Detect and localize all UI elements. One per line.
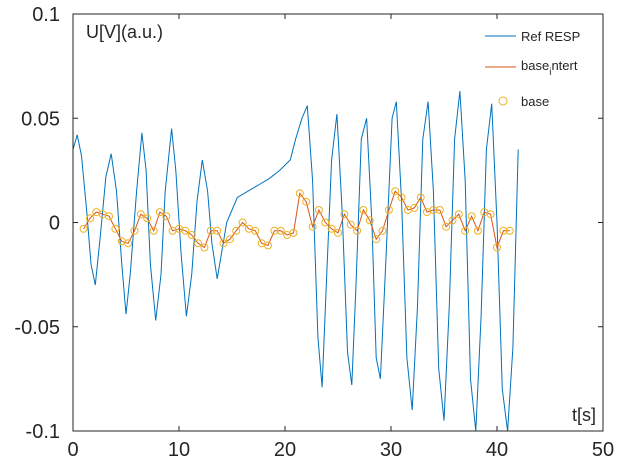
data-point-base — [270, 226, 279, 235]
legend-label-base-intert-rest: ntert — [551, 58, 577, 73]
data-point-base — [79, 224, 88, 233]
data-point-base — [200, 243, 209, 252]
data-point-base — [302, 197, 311, 206]
data-point-base — [155, 208, 164, 217]
data-point-base — [86, 214, 94, 223]
ticks-layer — [72, 13, 604, 432]
data-point-base — [499, 226, 508, 235]
data-point-base — [346, 220, 355, 229]
data-point-base — [353, 226, 362, 235]
data-point-base — [111, 224, 120, 233]
data-point-base — [289, 228, 298, 237]
legend-label-base-intert: baseintert — [521, 58, 578, 78]
data-point-base — [359, 206, 368, 214]
data-point-base — [130, 226, 139, 235]
series-line-ref-resp — [72, 91, 519, 432]
y-tick-label: 0.05 — [21, 108, 60, 130]
y-tick-label: -0.05 — [14, 317, 60, 339]
x-tick-label: 50 — [592, 439, 614, 461]
data-point-base — [264, 241, 272, 250]
data-point-base — [219, 239, 228, 248]
series-layer — [72, 91, 519, 432]
data-point-base — [448, 216, 457, 225]
data-point-base — [416, 193, 425, 202]
y-tick-label: 0 — [49, 213, 60, 235]
legend-label-base: base — [521, 94, 549, 109]
data-point-base — [308, 222, 317, 231]
data-point-base — [397, 193, 406, 202]
data-point-base — [467, 212, 476, 221]
data-point-base — [486, 210, 495, 219]
data-point-base — [314, 206, 323, 214]
x-tick-label: 10 — [168, 439, 190, 461]
data-point-base — [124, 239, 133, 248]
data-point-base — [378, 226, 387, 235]
legend-label-ref-resp: Ref RESP — [521, 29, 580, 44]
data-point-base — [181, 226, 190, 235]
legend-marker-base — [498, 96, 508, 106]
data-point-base — [473, 226, 482, 235]
data-point-base — [442, 222, 451, 231]
legend: Ref RESP baseintert base — [485, 29, 580, 109]
x-tick-label: 0 — [67, 439, 78, 461]
data-point-base — [429, 206, 438, 214]
data-point-base — [105, 212, 113, 221]
data-point-base — [435, 206, 444, 214]
data-point-base — [225, 235, 234, 244]
y-tick-label: 0.1 — [32, 4, 60, 26]
data-point-base — [194, 239, 203, 248]
data-point-base — [384, 206, 393, 214]
data-point-base — [238, 218, 247, 227]
x-axis-label: t[s] — [572, 405, 596, 425]
data-point-base — [372, 235, 381, 244]
data-point-base — [136, 210, 145, 219]
data-point-base — [187, 231, 196, 239]
y-tick-label: -0.1 — [26, 421, 60, 443]
data-point-base — [340, 210, 349, 219]
labels-layer: 0 10 20 30 40 50 -0.1 -0.05 0 0.05 0.1 — [14, 4, 614, 461]
data-point-base — [213, 226, 222, 235]
x-tick-label: 40 — [486, 439, 508, 461]
data-point-base — [143, 214, 152, 223]
data-point-base — [493, 243, 501, 252]
data-point-base — [334, 228, 342, 237]
legend-label-base-intert-sub: i — [549, 67, 551, 78]
data-point-base — [410, 203, 419, 212]
data-point-base — [206, 226, 215, 235]
x-tick-label: 30 — [380, 439, 402, 461]
data-point-base — [162, 212, 171, 221]
data-point-base — [327, 224, 336, 233]
legend-label-base-intert-main: base — [521, 58, 549, 73]
data-point-base — [454, 210, 463, 219]
data-point-base — [251, 226, 260, 235]
data-point-base — [276, 226, 285, 235]
data-point-base — [232, 226, 241, 235]
data-point-base — [461, 226, 470, 235]
data-point-base — [149, 226, 158, 235]
data-point-base — [295, 189, 304, 198]
data-point-base — [321, 218, 330, 227]
data-point-base — [391, 187, 400, 196]
x-tick-label: 20 — [274, 439, 296, 461]
y-axis-label: U[V](a.u.) — [86, 22, 163, 42]
data-point-base — [365, 216, 374, 225]
plot-background — [73, 14, 603, 431]
data-point-base — [505, 226, 514, 235]
